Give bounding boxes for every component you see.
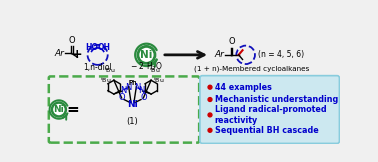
Text: N: N: [125, 83, 131, 92]
Text: $-$ 2 H$_2$O: $-$ 2 H$_2$O: [130, 61, 163, 73]
Circle shape: [138, 46, 155, 63]
Circle shape: [208, 85, 212, 89]
Text: Ni: Ni: [127, 100, 138, 109]
Circle shape: [52, 103, 66, 116]
Text: =: =: [67, 102, 79, 117]
Text: O: O: [140, 93, 147, 103]
Text: Ligand radical-promoted
reactivity: Ligand radical-promoted reactivity: [215, 105, 326, 125]
Text: O: O: [69, 36, 75, 45]
Circle shape: [208, 98, 212, 101]
Text: Ni: Ni: [140, 50, 153, 60]
Text: $^t$Bu: $^t$Bu: [149, 67, 161, 75]
Text: $^t$Bu: $^t$Bu: [101, 77, 112, 86]
Text: O: O: [118, 93, 125, 103]
Text: $^t$Bu: $^t$Bu: [153, 77, 165, 86]
Text: HO: HO: [85, 43, 98, 52]
FancyBboxPatch shape: [200, 76, 339, 143]
Text: 1,n-diol: 1,n-diol: [83, 64, 112, 72]
Text: (1): (1): [127, 117, 138, 126]
Text: N: N: [120, 86, 126, 95]
Text: N: N: [139, 86, 145, 95]
Circle shape: [208, 128, 212, 132]
Text: (n = 4, 5, 6): (n = 4, 5, 6): [258, 50, 304, 59]
Text: Ar: Ar: [214, 50, 224, 59]
Text: +: +: [71, 48, 82, 61]
Text: Ar: Ar: [54, 49, 64, 58]
Text: OH: OH: [97, 43, 110, 52]
Text: O: O: [228, 37, 235, 46]
Text: $^t$Bu: $^t$Bu: [104, 67, 116, 75]
Text: Sequential BH cascade: Sequential BH cascade: [215, 126, 318, 135]
Text: N: N: [134, 83, 140, 92]
Text: Ph: Ph: [128, 80, 137, 86]
Text: 44 examples: 44 examples: [215, 83, 271, 92]
Text: Mechanistic understanding: Mechanistic understanding: [215, 95, 338, 104]
Text: Ni: Ni: [54, 105, 64, 114]
Circle shape: [208, 113, 212, 117]
Text: Ph: Ph: [128, 80, 137, 86]
Text: (1 + n)-Membered cycloalkanes: (1 + n)-Membered cycloalkanes: [194, 65, 310, 72]
